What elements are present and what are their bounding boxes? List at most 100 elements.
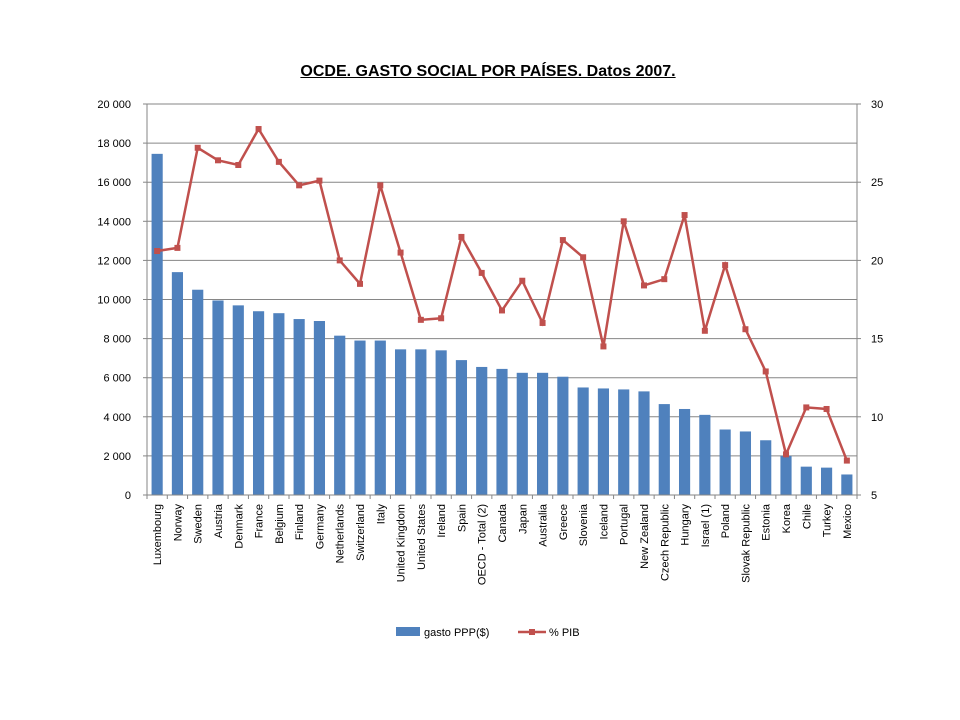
- legend-bar-label: gasto PPP($): [424, 627, 489, 639]
- bar: [800, 466, 812, 495]
- bar: [536, 372, 549, 495]
- line-marker: [478, 269, 485, 276]
- line-marker: [641, 282, 647, 289]
- line-marker: [499, 307, 505, 314]
- x-tick-label: Chile: [801, 504, 813, 529]
- legend-line-label: % PIB: [549, 627, 580, 639]
- x-tick-label: Poland: [720, 504, 732, 538]
- legend: gasto PPP($) % PIB: [396, 627, 580, 639]
- x-tick-label: Mexico: [842, 504, 854, 539]
- x-tick-label: Slovenia: [578, 503, 590, 546]
- left-tick-label: 10 000: [97, 295, 131, 307]
- x-tick-label: Hungary: [680, 504, 692, 546]
- bar: [678, 408, 691, 495]
- bar: [232, 305, 244, 495]
- line-marker: [580, 254, 587, 261]
- left-tick-label: 0: [125, 490, 131, 502]
- bar: [719, 429, 731, 495]
- left-tick-label: 4 000: [103, 412, 131, 424]
- x-tick-label: Greece: [558, 504, 570, 540]
- x-tick-label: Switzerland: [355, 504, 367, 561]
- bar: [597, 388, 610, 495]
- line-marker: [661, 276, 668, 283]
- line-marker: [397, 249, 404, 256]
- bar: [435, 350, 447, 495]
- x-tick-label: Estonia: [761, 503, 773, 541]
- x-tick-label: Czech Republic: [659, 504, 671, 582]
- x-tick-label: Sweden: [193, 504, 205, 544]
- left-tick-label: 18 000: [97, 138, 131, 150]
- line-marker: [417, 316, 424, 323]
- line-marker: [194, 144, 201, 151]
- x-tick-label: Netherlands: [335, 504, 347, 564]
- x-tick-label: Slovak Republic: [740, 504, 752, 583]
- x-tick-label: Portugal: [619, 504, 631, 545]
- bar: [658, 404, 670, 495]
- x-tick-label: Japan: [517, 504, 529, 534]
- right-tick-label: 15: [871, 334, 883, 346]
- bar: [820, 467, 833, 495]
- line-marker: [742, 326, 749, 333]
- x-axis-ticks: Luxembourg Norway Sweden Austria Denmark Fran…: [146, 495, 858, 585]
- right-tick-label: 25: [871, 177, 883, 189]
- bar: [557, 376, 569, 495]
- bar: [455, 360, 468, 495]
- bar: [496, 368, 508, 495]
- right-tick-label: 10: [871, 412, 883, 424]
- line-marker: [620, 218, 627, 225]
- line-marker: [681, 212, 688, 219]
- x-tick-label: United Kingdom: [396, 504, 408, 582]
- x-tick-label: New Zealand: [639, 504, 651, 569]
- bar: [171, 272, 184, 495]
- x-tick-label: Norway: [172, 504, 184, 542]
- x-tick-label: Iceland: [598, 504, 610, 539]
- line-marker: [519, 277, 526, 284]
- bar: [841, 474, 853, 495]
- right-tick-label: 5: [871, 490, 877, 502]
- bar: [212, 300, 224, 495]
- x-tick-label: OECD - Total (2): [477, 504, 489, 585]
- chart-title: OCDE. GASTO SOCIAL POR PAÍSES. Datos 200…: [300, 63, 676, 80]
- bar: [354, 340, 366, 495]
- line-series: [154, 126, 850, 464]
- line-marker: [235, 161, 242, 168]
- bar: [252, 311, 265, 495]
- bar: [151, 153, 163, 496]
- line-marker: [823, 405, 830, 412]
- line-marker: [357, 280, 363, 287]
- bar: [334, 335, 346, 495]
- left-tick-label: 8 000: [103, 334, 131, 346]
- bar: [415, 349, 427, 495]
- bar-series: [151, 153, 853, 496]
- bar: [780, 455, 792, 495]
- line-marker: [600, 343, 607, 350]
- left-tick-label: 6 000: [103, 373, 131, 385]
- bar: [192, 289, 204, 495]
- bar: [577, 387, 589, 495]
- line-marker: [215, 157, 221, 164]
- line-marker: [762, 368, 769, 375]
- line-marker: [438, 315, 445, 322]
- line-marker: [701, 327, 708, 334]
- bar: [516, 372, 528, 495]
- left-tick-label: 2 000: [103, 451, 131, 463]
- x-tick-label: Austria: [213, 503, 225, 538]
- left-tick-label: 12 000: [97, 255, 131, 267]
- line-marker: [559, 237, 566, 244]
- line-marker: [377, 182, 384, 189]
- line-marker: [458, 233, 465, 240]
- line-marker: [316, 177, 323, 184]
- left-tick-label: 16 000: [97, 177, 131, 189]
- legend-bar-swatch: [396, 627, 420, 636]
- x-tick-label: Italy: [375, 504, 387, 525]
- legend-line-marker: [529, 629, 535, 635]
- x-tick-label: Canada: [497, 503, 509, 542]
- line-marker: [722, 262, 729, 269]
- line-marker: [275, 158, 282, 165]
- right-tick-label: 20: [871, 255, 883, 267]
- x-tick-label: Ireland: [436, 504, 448, 538]
- bar: [394, 349, 407, 495]
- bar: [739, 431, 752, 495]
- bar: [374, 340, 386, 495]
